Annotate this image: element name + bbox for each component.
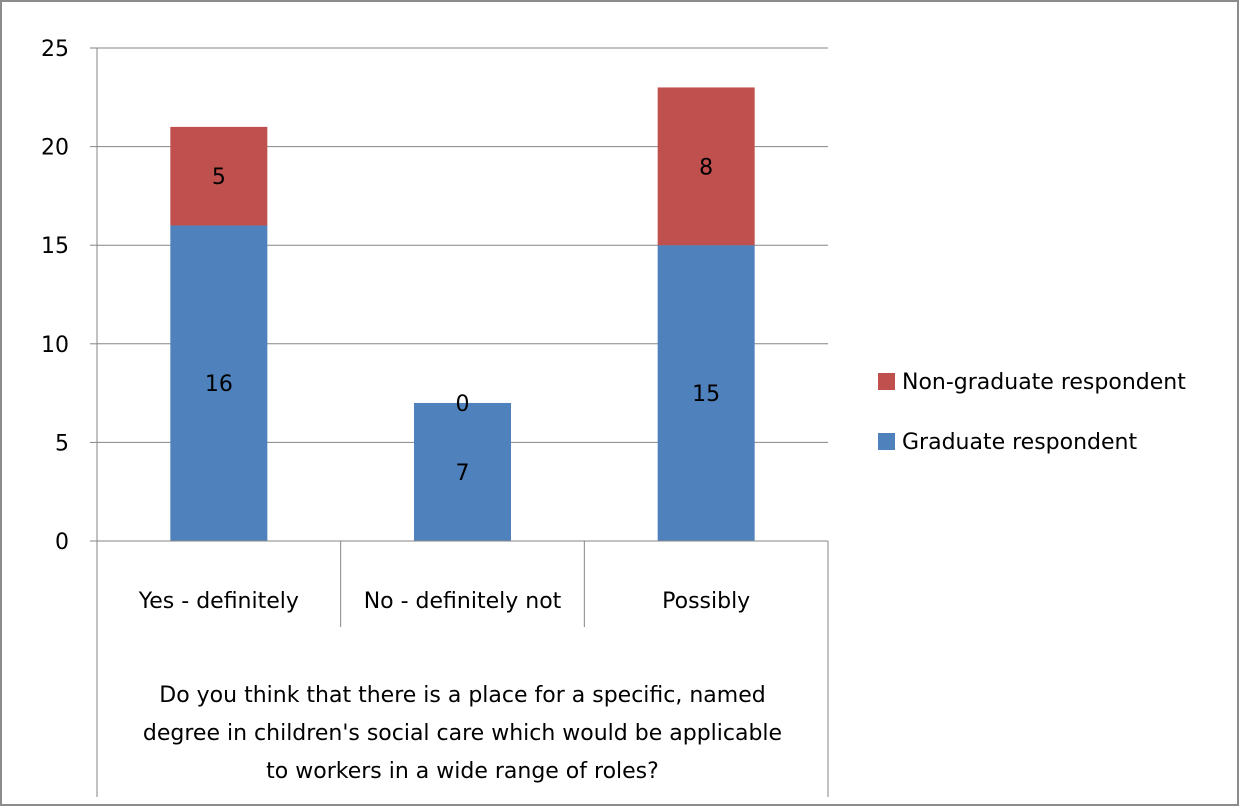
y-tick-label: 0 [55, 530, 69, 555]
axes: 0 5 10 15 20 25 Yes - definitely No - definitel… [41, 37, 829, 797]
data-label: 15 [692, 382, 720, 407]
y-tick-label: 25 [41, 37, 69, 62]
x-tick-label: Possibly [662, 589, 750, 614]
bar-non-graduate [170, 126, 268, 226]
bar-non-graduate [657, 87, 755, 246]
x-axis-title-line: degree in children's social care which w… [143, 721, 782, 746]
legend-swatch [878, 433, 895, 450]
data-label: 7 [456, 461, 470, 486]
data-label: 0 [456, 392, 470, 417]
y-tick-label: 20 [41, 136, 69, 161]
y-tick-label: 10 [41, 333, 69, 358]
bars [170, 87, 755, 542]
y-tick-label: 15 [41, 234, 69, 259]
x-tick-label: No - definitely not [364, 589, 562, 614]
x-axis-title: Do you think that there is a place for a… [143, 683, 782, 784]
legend-label: Non-graduate respondent [902, 370, 1186, 395]
legend: Non-graduate respondent Graduate responde… [878, 370, 1186, 455]
data-label: 5 [212, 165, 226, 190]
x-axis-title-line: to workers in a wide range of roles? [266, 759, 659, 784]
bar-graduate [414, 402, 511, 541]
legend-label: Graduate respondent [902, 430, 1137, 455]
x-tick-label: Yes - definitely [138, 589, 299, 614]
bar-graduate [657, 245, 755, 541]
bar-graduate [170, 225, 268, 542]
x-axis-title-line: Do you think that there is a place for a… [159, 683, 765, 708]
x-axis-label: Do you think that there is a place for a… [143, 683, 782, 784]
data-label: 16 [205, 372, 233, 397]
data-labels: 16 5 7 0 15 8 [205, 155, 720, 486]
y-tick-label: 5 [55, 431, 69, 456]
legend-swatch [878, 373, 895, 390]
data-label: 8 [699, 155, 713, 180]
